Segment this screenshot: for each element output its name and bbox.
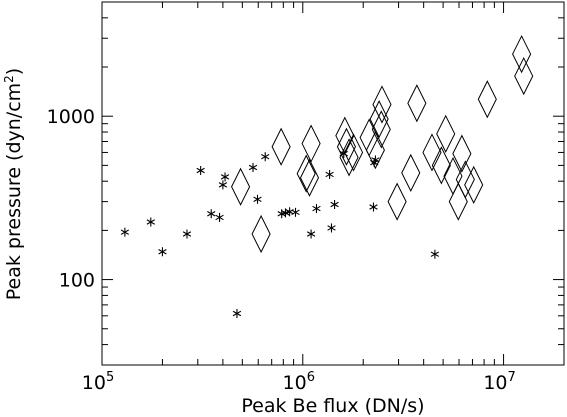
diamond-point [296, 154, 316, 193]
asterisk-point [220, 172, 230, 182]
diamond-point [422, 133, 442, 172]
asterisk-stroke [277, 210, 286, 217]
asterisk-point [248, 163, 258, 173]
asterisk-point [291, 207, 300, 217]
asterisk-point [218, 180, 228, 190]
x-tick-exponent: 6 [307, 370, 315, 385]
asterisk-point [120, 227, 130, 237]
asterisk-point [312, 204, 321, 214]
asterisk-stroke [182, 231, 192, 237]
asterisk-point [232, 308, 242, 318]
diamond-point [343, 133, 364, 172]
x-tick-base: 10 [283, 372, 307, 394]
asterisk-point [369, 202, 378, 212]
asterisk-stroke [248, 164, 258, 171]
diamond-point [464, 165, 484, 204]
y-axis-label: Peak pressure (dyn/cm2) [2, 68, 25, 300]
diamond-point [407, 84, 427, 123]
diamond-point [299, 158, 320, 197]
asterisk-point [306, 229, 316, 239]
asterisk-stroke [215, 214, 224, 221]
asterisk-stroke [158, 249, 167, 255]
diamond-point [514, 56, 534, 96]
diamond-point [231, 167, 251, 206]
asterisk-stroke [120, 229, 130, 235]
asterisk-stroke [430, 251, 440, 257]
asterisk-stroke [330, 201, 339, 208]
y-tick-label: 100 [59, 270, 95, 292]
diamond-point [512, 34, 532, 74]
plot-frame [101, 1, 565, 366]
asterisk-point [207, 209, 216, 219]
y-axis-label-main: Peak pressure (dyn/cm [3, 83, 25, 300]
x-tick-label: 106 [283, 370, 315, 394]
asterisk-point [253, 194, 262, 204]
diamond-point [387, 182, 407, 221]
asterisk-point [325, 169, 334, 179]
diamond-point [436, 114, 456, 153]
asterisk-stroke [371, 157, 380, 163]
diamond-point [339, 138, 359, 177]
asterisk-point [146, 217, 155, 227]
diamond-point [443, 156, 463, 196]
asterisk-point [327, 223, 336, 233]
asterisk-point [371, 155, 380, 165]
asterisk-stroke [253, 196, 262, 203]
y-axis-label-close: ) [3, 68, 25, 75]
asterisk-stroke [285, 209, 294, 215]
asterisk-stroke [325, 171, 334, 178]
asterisk-stroke [306, 231, 316, 237]
asterisk-point [158, 247, 167, 257]
diamond-point [452, 134, 472, 173]
diamond-point [431, 146, 451, 185]
x-tick-base: 10 [483, 372, 507, 394]
data-points [120, 34, 534, 318]
asterisk-point [196, 166, 205, 176]
diamond-point [477, 80, 497, 119]
asterisk-stroke [232, 310, 242, 317]
asterisk-stroke [196, 167, 205, 174]
x-axis-label: Peak Be flux (DN/s) [241, 395, 424, 417]
asterisk-stroke [220, 174, 230, 180]
diamond-point [336, 127, 357, 166]
asterisk-stroke [261, 153, 270, 160]
x-tick-label: 107 [483, 370, 515, 394]
asterisk-point [215, 212, 224, 222]
diamond-point [301, 124, 321, 163]
diamond-point [455, 160, 475, 199]
diamond-point [359, 118, 379, 157]
asterisk-point [182, 229, 192, 239]
asterisk-point [430, 249, 440, 259]
asterisk-stroke [218, 182, 228, 188]
x-tick-exponent: 5 [106, 370, 114, 385]
x-tick-label: 105 [82, 370, 114, 394]
y-axis-label-superscript: 2 [2, 75, 16, 83]
asterisk-stroke [146, 219, 155, 225]
asterisk-stroke [207, 210, 216, 217]
diamond-point [369, 99, 389, 139]
x-tick-base: 10 [82, 372, 106, 394]
axis-ticks [101, 1, 565, 366]
diamond-point [251, 214, 271, 254]
asterisk-point [261, 152, 270, 162]
diamond-point [448, 182, 468, 221]
diamond-point [371, 110, 391, 149]
y-tick-labels: 100 1000 [47, 106, 95, 291]
asterisk-stroke [327, 225, 336, 231]
y-tick-label: 1000 [47, 106, 95, 128]
asterisk-stroke [312, 205, 321, 212]
asterisk-stroke [281, 210, 290, 216]
diamond-point [271, 127, 291, 166]
diamond-point [401, 153, 421, 192]
asterisk-stroke [369, 204, 378, 210]
x-tick-labels: 105 106 107 [82, 370, 516, 394]
x-tick-exponent: 7 [508, 370, 516, 385]
asterisk-stroke [291, 209, 300, 216]
diamond-point [365, 130, 385, 170]
asterisk-point [330, 200, 339, 210]
diamond-point [372, 85, 392, 124]
